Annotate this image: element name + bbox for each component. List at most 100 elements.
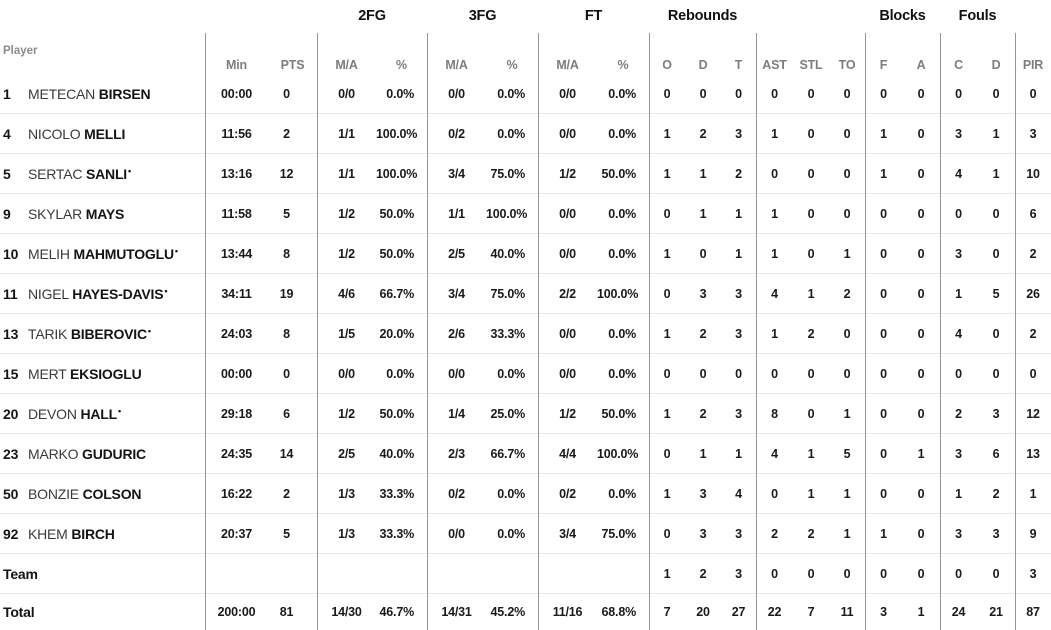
stat-reb-o: 1 [663, 566, 671, 581]
stat-2fg-ma: 1/1 [338, 126, 355, 141]
column-divider [317, 33, 318, 630]
player-row: 10 MELIH MAHMUTOGLU• 13:44 8 1/2 50.0% 2/5 40.0… [0, 234, 1051, 274]
stat-pts: 0 [283, 366, 290, 381]
player-name[interactable]: NICOLO MELLI [28, 126, 125, 142]
group-header-2fg: 2FG [358, 8, 386, 24]
stat-block-f: 0 [880, 486, 887, 501]
stat-reb-o: 1 [663, 166, 671, 181]
stat-ft-pct: 0.0% [608, 246, 636, 261]
player-name[interactable]: MARKO GUDURIC [28, 446, 146, 462]
stat-to: 0 [843, 326, 851, 341]
stat-ft-pct: 75.0% [601, 526, 637, 541]
stat-reb-d: 1 [699, 446, 707, 461]
stat-3fg-pct: 75.0% [490, 286, 526, 301]
stat-2fg-pct: 50.0% [379, 246, 415, 261]
player-name[interactable]: DEVON HALL• [28, 406, 121, 422]
player-number: 15 [3, 365, 19, 382]
stat-reb-t: 4 [735, 486, 742, 501]
player-name[interactable]: MERT EKSIOGLU [28, 366, 142, 382]
stat-block-f: 0 [880, 86, 887, 101]
stat-ast: 0 [771, 566, 778, 581]
stat-to: 0 [843, 166, 851, 181]
column-divider [865, 33, 866, 630]
column-divider [205, 33, 206, 630]
player-first-name: SKYLAR [28, 205, 86, 222]
stat-block-a: 0 [917, 406, 925, 421]
stat-min: 00:00 [221, 366, 252, 381]
player-number: 5 [3, 165, 11, 182]
player-cell: Total [0, 604, 205, 620]
player-cell: Team [0, 566, 205, 582]
player-name[interactable]: SKYLAR MAYS [28, 206, 124, 222]
stat-reb-t: 1 [735, 246, 742, 261]
stat-to: 1 [843, 526, 851, 541]
column-header-3fg-pct: % [506, 58, 518, 72]
player-name[interactable]: MELIH MAHMUTOGLU• [28, 246, 178, 262]
column-header-foul-d: D [991, 58, 1001, 72]
player-cell: 4 NICOLO MELLI [0, 126, 205, 142]
stat-reb-d: 0 [699, 246, 707, 261]
stat-2fg-pct: 100.0% [376, 126, 418, 141]
player-cell: 50 BONZIE COLSON [0, 486, 205, 502]
stat-ft-pct: 0.0% [608, 206, 636, 221]
stat-block-a: 0 [917, 526, 925, 541]
stat-reb-t: 0 [735, 86, 742, 101]
player-name[interactable]: NIGEL HAYES-DAVIS• [28, 286, 168, 302]
player-name[interactable]: BONZIE COLSON [28, 485, 142, 502]
stat-foul-d: 3 [992, 406, 1000, 421]
stat-foul-d: 0 [992, 326, 1000, 341]
player-name[interactable]: SERTAC SANLI• [28, 166, 131, 182]
stat-pts: 8 [283, 326, 290, 341]
stat-pir: 3 [1029, 566, 1037, 581]
stat-foul-c: 1 [955, 286, 962, 301]
stat-stl: 0 [807, 406, 815, 421]
stat-reb-d: 0 [699, 366, 707, 381]
stat-block-a: 0 [917, 366, 925, 381]
stat-block-f: 0 [880, 246, 887, 261]
stat-2fg-ma: 1/1 [338, 166, 355, 181]
stat-to: 2 [843, 286, 851, 301]
player-first-name: BONZIE [28, 485, 83, 502]
stat-reb-t: 3 [735, 406, 742, 421]
player-name[interactable]: KHEM BIRCH [28, 526, 115, 542]
stat-ast: 1 [771, 126, 778, 141]
player-cell: 11 NIGEL HAYES-DAVIS• [0, 286, 205, 302]
stat-to: 1 [843, 406, 851, 421]
stat-reb-o: 0 [663, 366, 671, 381]
player-last-name: HALL [80, 405, 118, 422]
stat-pts: 81 [279, 605, 294, 619]
player-row: 4 NICOLO MELLI 11:56 2 1/1 100.0% 0/2 0.0% 0/0 0.… [0, 114, 1051, 154]
stat-2fg-ma: 14/30 [331, 605, 362, 619]
stat-ft-pct: 0.0% [608, 366, 636, 381]
player-row: 13 TARIK BIBEROVIC• 24:03 8 1/5 20.0% 2/6 33.3%… [0, 314, 1051, 354]
player-name[interactable]: METECAN BIRSEN [28, 86, 151, 102]
player-name[interactable]: TARIK BIBEROVIC• [28, 326, 151, 342]
stat-foul-c: 4 [955, 326, 962, 341]
stat-min: 11:56 [221, 126, 252, 141]
stat-pir: 2 [1029, 246, 1037, 261]
stat-pts: 0 [283, 86, 290, 101]
stat-to: 1 [843, 246, 851, 261]
stat-2fg-pct: 0.0% [386, 86, 414, 101]
stat-2fg-ma: 4/6 [338, 286, 355, 301]
stat-min: 24:35 [221, 446, 252, 461]
stat-foul-d: 1 [992, 166, 1000, 181]
stat-3fg-ma: 3/4 [448, 166, 465, 181]
stat-to: 0 [843, 206, 851, 221]
stat-block-f: 0 [880, 406, 887, 421]
column-header-reb-d: D [698, 58, 708, 72]
stat-foul-c: 3 [955, 446, 962, 461]
stat-pir: 2 [1029, 326, 1037, 341]
player-row: 5 SERTAC SANLI• 13:16 12 1/1 100.0% 3/4 75.0% 1/… [0, 154, 1051, 194]
stat-3fg-ma: 0/0 [448, 526, 465, 541]
stat-foul-d: 0 [992, 206, 1000, 221]
stat-foul-d: 0 [992, 246, 1000, 261]
stat-pir: 26 [1026, 286, 1040, 301]
starter-icon: • [128, 165, 131, 176]
stat-ft-pct: 0.0% [608, 486, 636, 501]
stat-block-a: 0 [917, 486, 925, 501]
stat-2fg-ma: 1/2 [338, 246, 355, 261]
stat-foul-d: 0 [992, 86, 1000, 101]
stat-foul-c: 3 [955, 246, 962, 261]
